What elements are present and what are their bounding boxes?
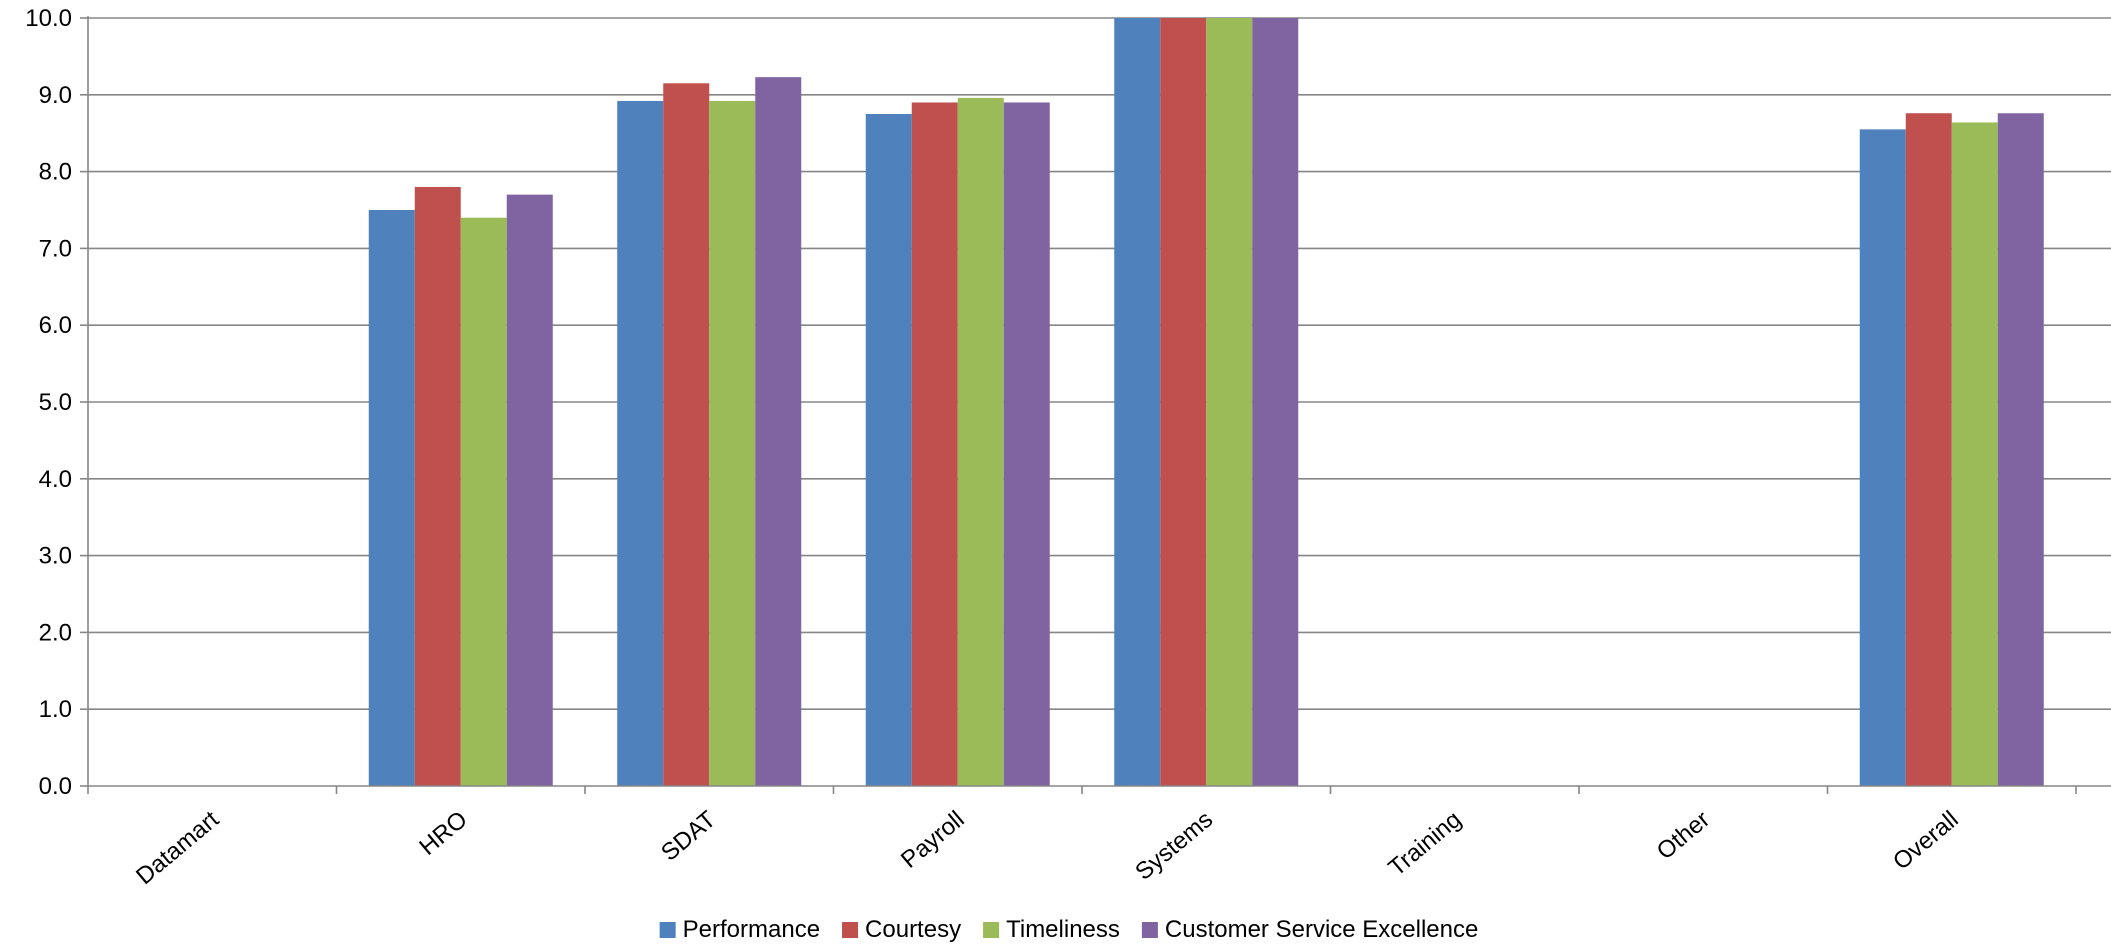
y-tick-label: 7.0 <box>39 235 72 262</box>
legend-label: Timeliness <box>1006 916 1120 943</box>
legend-label: Performance <box>683 916 820 943</box>
y-tick-label: 3.0 <box>39 543 72 570</box>
legend-swatch <box>1141 922 1158 938</box>
x-tick-label: Overall <box>1888 806 1964 876</box>
legend-item: Timeliness <box>983 916 1120 943</box>
bar-overall-performance <box>1859 129 1906 787</box>
legend-swatch <box>659 922 676 938</box>
bar-systems-courtesy <box>1160 18 1207 786</box>
bar-sdat-customer-service-excellence <box>755 77 802 787</box>
bar-sdat-courtesy <box>663 83 710 786</box>
bar-payroll-courtesy <box>911 102 958 787</box>
x-tick-label: Training <box>1384 806 1467 882</box>
bar-payroll-performance <box>865 114 912 786</box>
y-tick-label: 9.0 <box>39 82 72 109</box>
legend-swatch <box>842 922 859 938</box>
bar-sdat-timeliness <box>709 100 756 787</box>
legend-item: Performance <box>659 916 820 943</box>
legend-item: Courtesy <box>842 916 961 943</box>
y-tick-label: 6.0 <box>39 312 72 339</box>
bar-overall-timeliness <box>1951 122 1998 786</box>
bar-hro-performance <box>368 210 415 786</box>
legend-item: Customer Service Excellence <box>1141 916 1478 943</box>
x-tick-label: Other <box>1652 806 1715 865</box>
bar-hro-customer-service-excellence <box>506 194 553 786</box>
x-tick-label: Payroll <box>896 806 970 874</box>
y-tick-label: 10.0 <box>25 5 72 32</box>
x-tick-label: SDAT <box>656 806 721 867</box>
y-tick-label: 0.0 <box>39 773 72 800</box>
legend-label: Courtesy <box>865 916 961 943</box>
axes: 0.0 1.0 2.0 3.0 4.0 5.0 6.0 7.0 8.0 9.0 10.0 Datama… <box>25 5 2111 890</box>
bar-overall-customer-service-excellence <box>1997 113 2044 787</box>
bar-systems-timeliness <box>1206 18 1253 786</box>
y-tick-label: 5.0 <box>39 389 72 416</box>
bar-payroll-customer-service-excellence <box>1003 102 1050 787</box>
y-tick-label: 4.0 <box>39 466 72 493</box>
bar-systems-performance <box>1114 18 1161 786</box>
legend-label: Customer Service Excellence <box>1165 916 1478 943</box>
x-tick-label: Systems <box>1130 806 1218 886</box>
bars <box>368 18 2044 787</box>
y-tick-label: 2.0 <box>39 619 72 646</box>
legend: Performance Courtesy Timeliness Customer Se… <box>659 916 1478 943</box>
bar-overall-courtesy <box>1905 113 1952 787</box>
bar-systems-customer-service-excellence <box>1252 18 1299 786</box>
legend-swatch <box>983 922 1000 938</box>
x-tick-label: Datamart <box>131 806 224 890</box>
bar-hro-courtesy <box>414 186 461 786</box>
bar-hro-timeliness <box>460 217 507 786</box>
bar-payroll-timeliness <box>957 97 1004 786</box>
bar-sdat-performance <box>617 100 664 787</box>
y-tick-label: 1.0 <box>39 696 72 723</box>
x-tick-label: HRO <box>414 806 472 861</box>
y-tick-label: 8.0 <box>39 159 72 186</box>
